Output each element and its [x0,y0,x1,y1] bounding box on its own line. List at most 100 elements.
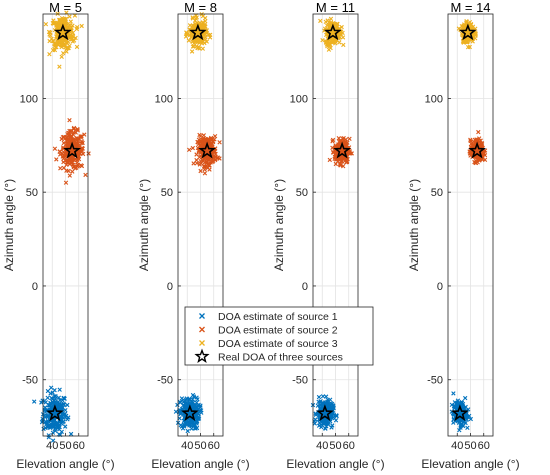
estimate-point [473,33,478,38]
estimate-point [61,140,66,146]
estimate-point [328,16,334,21]
estimate-point [461,40,466,45]
estimate-point [458,425,463,430]
estimate-point [54,420,60,426]
estimate-point [190,15,195,20]
estimate-point [75,157,80,162]
x-axis-label: Elevation angle (°) [16,457,114,471]
estimate-point [476,129,481,135]
estimate-point [468,416,473,422]
estimate-point [185,428,190,434]
estimate-point [50,421,55,426]
estimate-point [83,172,88,178]
estimate-point [74,44,80,50]
estimate-point [217,156,222,161]
estimate-point [316,394,322,400]
legend-label: Real DOA of three sources [218,352,343,364]
estimate-point [326,47,332,52]
subplot-title: M = 11 [316,0,355,15]
estimate-point [73,35,78,41]
estimate-point [70,155,75,161]
estimate-point [194,395,199,400]
x-tick-label: 40 [451,440,463,452]
estimate-point [345,159,350,164]
y-tick-label: 0 [167,281,173,293]
estimate-point [67,22,72,28]
estimate-point [63,151,69,157]
estimate-point [318,18,323,24]
y-axis-label: Azimuth angle (°) [272,179,286,271]
estimate-point [181,422,187,428]
subplot-title: M = 5 [49,0,82,15]
estimate-point [74,135,79,141]
real-doa-star-2 [63,141,82,159]
estimate-point [68,19,73,24]
x-tick-label: 50 [59,440,71,452]
estimate-point [194,152,199,157]
estimate-point [184,30,189,35]
estimate-point [328,402,333,408]
estimate-point [56,395,61,400]
estimate-point [468,138,473,144]
x-tick-label: 40 [46,440,58,452]
legend-marker [199,340,205,346]
estimate-point [200,46,205,51]
x-tick-label: 50 [329,440,341,452]
estimate-point [323,400,328,405]
estimate-point [71,138,76,143]
real-doa-star-2 [468,141,487,159]
estimate-point [64,158,69,163]
estimate-point [203,164,209,169]
real-doa-star-3 [54,23,72,41]
estimate-point [475,138,481,143]
estimate-point [190,44,196,49]
estimate-point [70,169,75,174]
estimate-point [206,163,211,168]
estimate-point [80,151,86,157]
y-tick-label: 50 [26,187,38,199]
estimate-point [78,135,84,140]
estimate-point [327,40,332,46]
estimate-point [52,394,57,399]
subplot-title: M = 14 [450,0,490,15]
estimate-point [208,142,213,147]
y-tick-label: 100 [290,93,308,105]
estimate-point [189,49,195,54]
estimate-point [52,388,57,393]
estimate-point [79,141,84,146]
estimate-point [64,162,69,167]
estimate-point [333,39,338,44]
estimate-point [59,404,64,409]
estimate-point [325,44,330,49]
estimate-point [52,44,57,49]
estimate-point [57,149,62,154]
estimate-point [39,400,44,405]
estimate-point [194,44,199,49]
legend-label: DOA estimate of source 3 [218,338,338,350]
estimate-point [341,42,346,48]
x-tick-label: 60 [343,440,355,452]
x-tick-label: 40 [181,440,193,452]
estimate-point [45,388,51,394]
estimate-point [51,424,56,430]
real-doa-star-3 [324,23,342,41]
estimate-point [178,422,183,428]
x-tick-label: 40 [316,440,328,452]
estimate-point [75,141,81,147]
x-tick-label: 60 [478,440,490,452]
estimate-point [202,171,208,176]
estimate-point [68,431,74,437]
y-tick-label: 50 [296,187,308,199]
estimate-point [337,40,342,45]
estimate-point [198,168,203,174]
estimate-point [191,394,197,399]
estimate-point [65,158,70,163]
estimate-point [65,402,70,408]
estimate-point [451,391,456,396]
estimate-point [42,407,47,412]
y-tick-label: 0 [32,281,38,293]
estimate-point [67,128,72,134]
estimate-point [196,141,201,147]
legend-marker [199,326,205,333]
